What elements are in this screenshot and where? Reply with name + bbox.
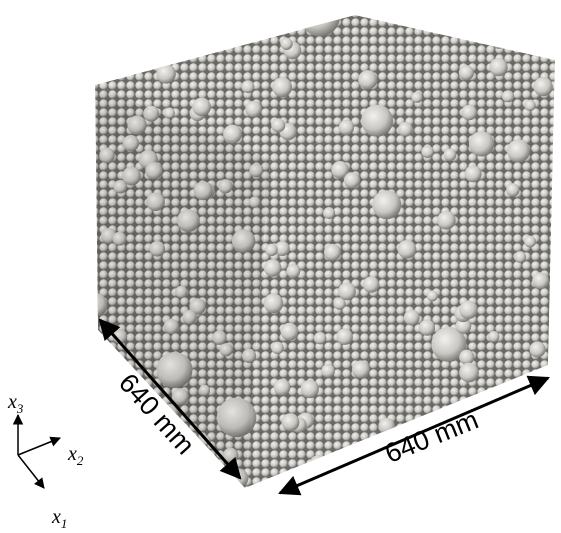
- particle: [534, 77, 553, 96]
- axis-symbol: x: [7, 391, 17, 413]
- axis-label: x1: [51, 506, 67, 531]
- particle: [361, 105, 393, 137]
- particle: [245, 101, 261, 117]
- particle: [514, 251, 526, 263]
- particle: [490, 441, 502, 453]
- particle: [510, 15, 529, 34]
- particle: [271, 342, 284, 355]
- axis-index: 2: [77, 453, 84, 468]
- particle: [281, 323, 299, 341]
- particle: [421, 146, 433, 158]
- particle: [398, 240, 417, 259]
- particle: [272, 77, 292, 97]
- particle: [99, 365, 115, 381]
- axis-triad: [18, 415, 60, 488]
- particle: [338, 283, 356, 301]
- particle: [146, 41, 157, 52]
- particle: [426, 455, 444, 473]
- particle: [165, 37, 182, 54]
- particle: [506, 183, 519, 196]
- axis-symbol: x: [67, 443, 77, 465]
- particle: [411, 92, 422, 103]
- particle: [372, 190, 401, 219]
- particle: [321, 364, 335, 378]
- particle: [419, 319, 435, 335]
- particle: [363, 276, 379, 292]
- axis-arrow: [18, 455, 44, 488]
- particle: [235, 12, 245, 22]
- particle: [524, 236, 536, 248]
- particle: [136, 46, 154, 64]
- particle: [459, 363, 479, 383]
- particle: [286, 264, 300, 278]
- particle: [358, 70, 377, 89]
- particle: [398, 122, 413, 137]
- particle: [495, 422, 514, 441]
- particle: [264, 293, 284, 313]
- particle: [115, 45, 128, 58]
- figure: 640 mm 640 mm x3 x2 x1: [0, 0, 561, 533]
- particle: [337, 329, 353, 345]
- particle: [192, 98, 211, 117]
- particle: [427, 290, 438, 301]
- axis-index: 3: [16, 401, 24, 416]
- particle: [488, 331, 499, 342]
- particle: [265, 244, 277, 256]
- particle: [502, 27, 513, 38]
- particle: [344, 172, 360, 188]
- particle: [215, 14, 227, 26]
- axis-label: x2: [67, 443, 84, 468]
- particle: [223, 477, 233, 487]
- particle: [274, 379, 291, 396]
- particle: [532, 272, 549, 289]
- particle: [404, 310, 420, 326]
- particle: [490, 58, 508, 76]
- particle: [241, 80, 254, 93]
- particle: [530, 341, 546, 357]
- particle: [507, 139, 530, 162]
- particle: [100, 0, 138, 35]
- particle: [324, 244, 341, 261]
- particle: [459, 65, 474, 80]
- particle: [352, 360, 370, 378]
- particle: [465, 165, 482, 182]
- axis-arrow: [18, 438, 60, 455]
- particle: [314, 332, 326, 344]
- particle: [282, 413, 300, 431]
- particle: [492, 36, 505, 49]
- particle: [444, 149, 457, 162]
- particle: [469, 131, 494, 156]
- particle: [378, 418, 394, 434]
- particle: [280, 38, 292, 50]
- particle: [271, 118, 285, 132]
- particle: [437, 211, 456, 230]
- particle: [502, 90, 514, 102]
- particle: [524, 100, 535, 111]
- axis-label: x3: [7, 391, 24, 416]
- particle: [489, 458, 502, 471]
- particle: [461, 105, 477, 121]
- particle: [323, 207, 335, 219]
- particle: [99, 42, 132, 75]
- particle: [508, 434, 525, 451]
- particle: [100, 57, 119, 76]
- axis-symbol: x: [51, 506, 61, 528]
- particle: [492, 402, 512, 422]
- particle: [507, 412, 519, 424]
- particle: [156, 64, 175, 83]
- particle: [301, 380, 319, 398]
- particle: [481, 472, 501, 492]
- particle: [264, 259, 282, 277]
- particle: [339, 120, 354, 135]
- particle: [459, 350, 474, 365]
- axis-index: 1: [61, 516, 68, 531]
- particle: [459, 301, 478, 320]
- particle: [223, 125, 242, 144]
- particle: [94, 389, 110, 405]
- particle: [136, 440, 151, 455]
